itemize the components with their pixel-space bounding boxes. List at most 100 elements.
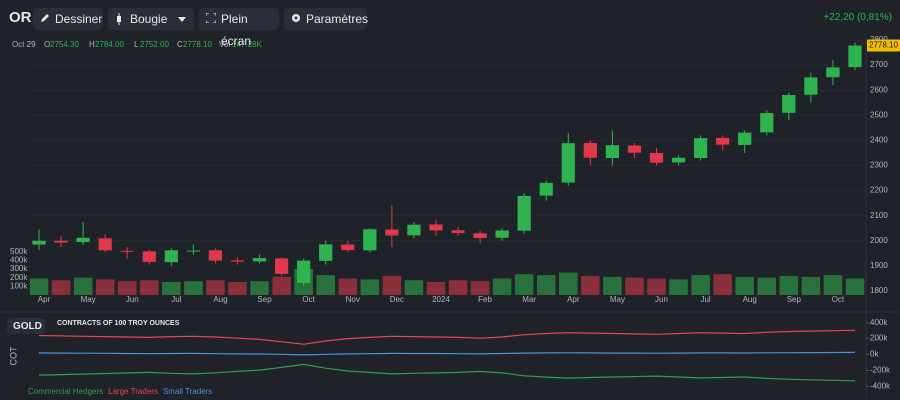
- volume-bar: [514, 274, 534, 295]
- candle-body: [716, 137, 730, 145]
- settings-button[interactable]: Paramètres: [284, 8, 368, 30]
- volume-bar: [559, 272, 578, 295]
- y-tick-label: 2600: [870, 85, 888, 94]
- x-tick-label: Sep: [257, 295, 272, 304]
- cot-line: [38, 329, 856, 345]
- volume-tick-label: 500k: [10, 247, 28, 256]
- x-tick-label: Dec: [390, 295, 404, 304]
- volume-bar: [316, 275, 335, 295]
- fullscreen-button[interactable]: Plein écran: [199, 8, 279, 48]
- legend-entry: Commercial Hedgers: [28, 387, 103, 396]
- x-tick-label: Apr: [567, 295, 580, 304]
- candle-body: [583, 142, 597, 158]
- candle-body: [693, 138, 708, 158]
- legend-value: 2752.00: [140, 40, 169, 49]
- volume-tick-label: 200k: [10, 273, 28, 282]
- volume-bar: [51, 280, 71, 295]
- x-tick-label: Nov: [346, 295, 360, 304]
- y-tick-label: 2100: [870, 211, 888, 220]
- candle-body: [164, 250, 178, 263]
- y-tick-label: 1800: [870, 286, 888, 295]
- x-tick-label: Aug: [743, 295, 757, 304]
- price-tag-label: 2778.10: [869, 41, 898, 50]
- candle-body: [738, 132, 752, 145]
- y-tick-label: 2000: [870, 236, 888, 245]
- x-tick-label: 2024: [432, 295, 450, 304]
- candle-body: [32, 240, 46, 245]
- candle-body: [98, 238, 112, 251]
- candle-body: [473, 233, 487, 239]
- candle-body: [186, 250, 201, 252]
- volume-bar: [426, 282, 446, 295]
- x-tick-label: Jun: [655, 295, 668, 304]
- volume-bar: [73, 277, 93, 295]
- x-tick-label: Mar: [522, 295, 536, 304]
- candle-body: [826, 67, 840, 78]
- volume-bar: [779, 275, 799, 295]
- candle-body: [649, 152, 664, 163]
- cot-line: [38, 363, 856, 382]
- y-axis-label: COT: [8, 346, 18, 366]
- legend-value: 147.28K: [232, 40, 262, 49]
- volume-bar: [845, 278, 865, 295]
- volume-bar: [360, 279, 380, 295]
- button-label: Bougie: [130, 12, 168, 26]
- candle-body: [407, 224, 421, 236]
- candle-body: [539, 182, 553, 196]
- candle-button[interactable]: Bougie: [108, 8, 194, 30]
- volume-bar: [228, 282, 247, 295]
- candle-body: [561, 143, 575, 183]
- volume-tick-label: 100k: [10, 281, 28, 290]
- legend-key: Vol: [219, 40, 230, 49]
- price-change: +22,20 (0,81%): [823, 12, 892, 23]
- badge-bg: [7, 318, 45, 334]
- volume-bar: [823, 275, 843, 295]
- x-tick-label: May: [610, 295, 625, 304]
- y-tick-label: 1900: [870, 261, 888, 270]
- volume-bar: [162, 282, 181, 295]
- legend-key: H: [89, 40, 95, 49]
- volume-bar: [140, 280, 159, 295]
- candle-body: [385, 229, 399, 236]
- legend-key: C: [177, 40, 183, 49]
- volume-bar: [536, 275, 556, 295]
- candle-body: [274, 258, 289, 274]
- volume-tick-label: 300k: [10, 264, 28, 273]
- candle-body: [495, 230, 509, 238]
- candle-body: [671, 157, 686, 163]
- y-tick-label: 2500: [870, 110, 888, 119]
- y-tick-label: 400k: [870, 318, 888, 327]
- volume-bar: [713, 274, 732, 295]
- volume-bar: [470, 281, 490, 295]
- volume-bar: [647, 278, 666, 295]
- candle-body: [605, 145, 620, 158]
- candle-body: [848, 45, 862, 68]
- x-tick-label: Jul: [171, 295, 181, 304]
- draw-button[interactable]: Dessiner: [33, 8, 103, 30]
- volume-bar: [117, 281, 137, 295]
- candle-body: [230, 260, 245, 262]
- volume-bar: [581, 275, 600, 295]
- volume-bar: [735, 276, 754, 295]
- legend-value: 2784.00: [95, 40, 124, 49]
- button-label: Plein écran: [221, 12, 252, 48]
- candle-body: [782, 94, 796, 113]
- x-tick-label: Aug: [213, 295, 227, 304]
- x-tick-label: Feb: [478, 295, 492, 304]
- candle-body: [120, 250, 134, 252]
- candle-body: [297, 260, 311, 283]
- legend-key: O: [44, 40, 50, 49]
- x-tick-label: Jul: [700, 295, 710, 304]
- y-tick-label: -400k: [870, 381, 891, 390]
- button-label: Dessiner: [55, 12, 103, 26]
- volume-tick-label: 400k: [10, 255, 28, 264]
- price-tag: [867, 39, 900, 52]
- x-tick-label: Oct: [832, 295, 845, 304]
- candle-body: [363, 229, 377, 251]
- volume-bar: [404, 280, 424, 295]
- volume-bar: [29, 278, 49, 295]
- legend-key: L: [134, 40, 139, 49]
- x-tick-label: Sep: [787, 295, 802, 304]
- volume-bar: [272, 276, 291, 295]
